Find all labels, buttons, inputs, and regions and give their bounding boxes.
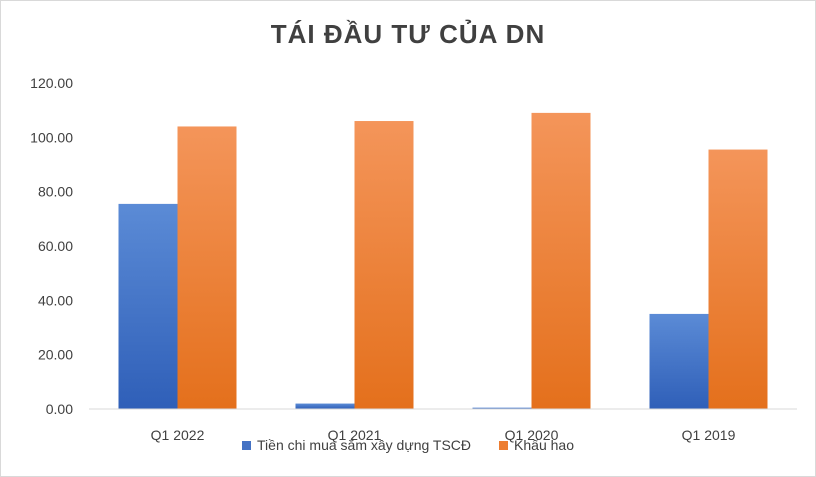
bar-tscd: [118, 203, 178, 409]
x-tick-label: Q1 2022: [151, 427, 205, 443]
y-tick-label: 100.00: [30, 129, 73, 145]
x-axis-labels: Q1 2022 Q1 2021 Q1 2020 Q1 2019: [151, 427, 736, 443]
x-tick-label: Q1 2021: [328, 427, 382, 443]
y-axis-labels: 0.00 20.00 40.00 60.00 80.00 100.00 120.00: [30, 75, 73, 417]
x-tick-label: Q1 2019: [682, 427, 736, 443]
y-tick-label: 40.00: [38, 292, 73, 308]
y-tick-label: 80.00: [38, 184, 73, 200]
bar-khau-hao: [708, 149, 768, 409]
legend-swatch-blue: [242, 440, 252, 450]
bar-khau-hao: [177, 126, 237, 409]
legend-item-khau-hao: Khấu hao: [499, 437, 574, 453]
y-tick-label: 0.00: [46, 401, 73, 417]
bar-tscd: [649, 313, 709, 409]
bar-khau-hao: [354, 121, 414, 410]
x-tick-label: Q1 2020: [505, 427, 559, 443]
legend: Tiền chi mua sắm xây dựng TSCĐ Khấu hao: [1, 437, 815, 453]
bar-tscd: [472, 407, 532, 409]
legend-label-khau-hao: Khấu hao: [514, 437, 574, 453]
y-tick-label: 120.00: [30, 75, 73, 91]
y-tick-label: 60.00: [38, 238, 73, 254]
legend-item-tscd: Tiền chi mua sắm xây dựng TSCĐ: [242, 437, 471, 453]
y-tick-label: 20.00: [38, 347, 73, 363]
bar-tscd: [295, 403, 355, 409]
chart-title: TÁI ĐẦU TƯ CỦA DN: [270, 19, 546, 49]
bars: [118, 112, 768, 410]
legend-label-tscd: Tiền chi mua sắm xây dựng TSCĐ: [257, 437, 472, 453]
bar-khau-hao: [531, 112, 591, 409]
legend-swatch-orange: [499, 440, 509, 450]
